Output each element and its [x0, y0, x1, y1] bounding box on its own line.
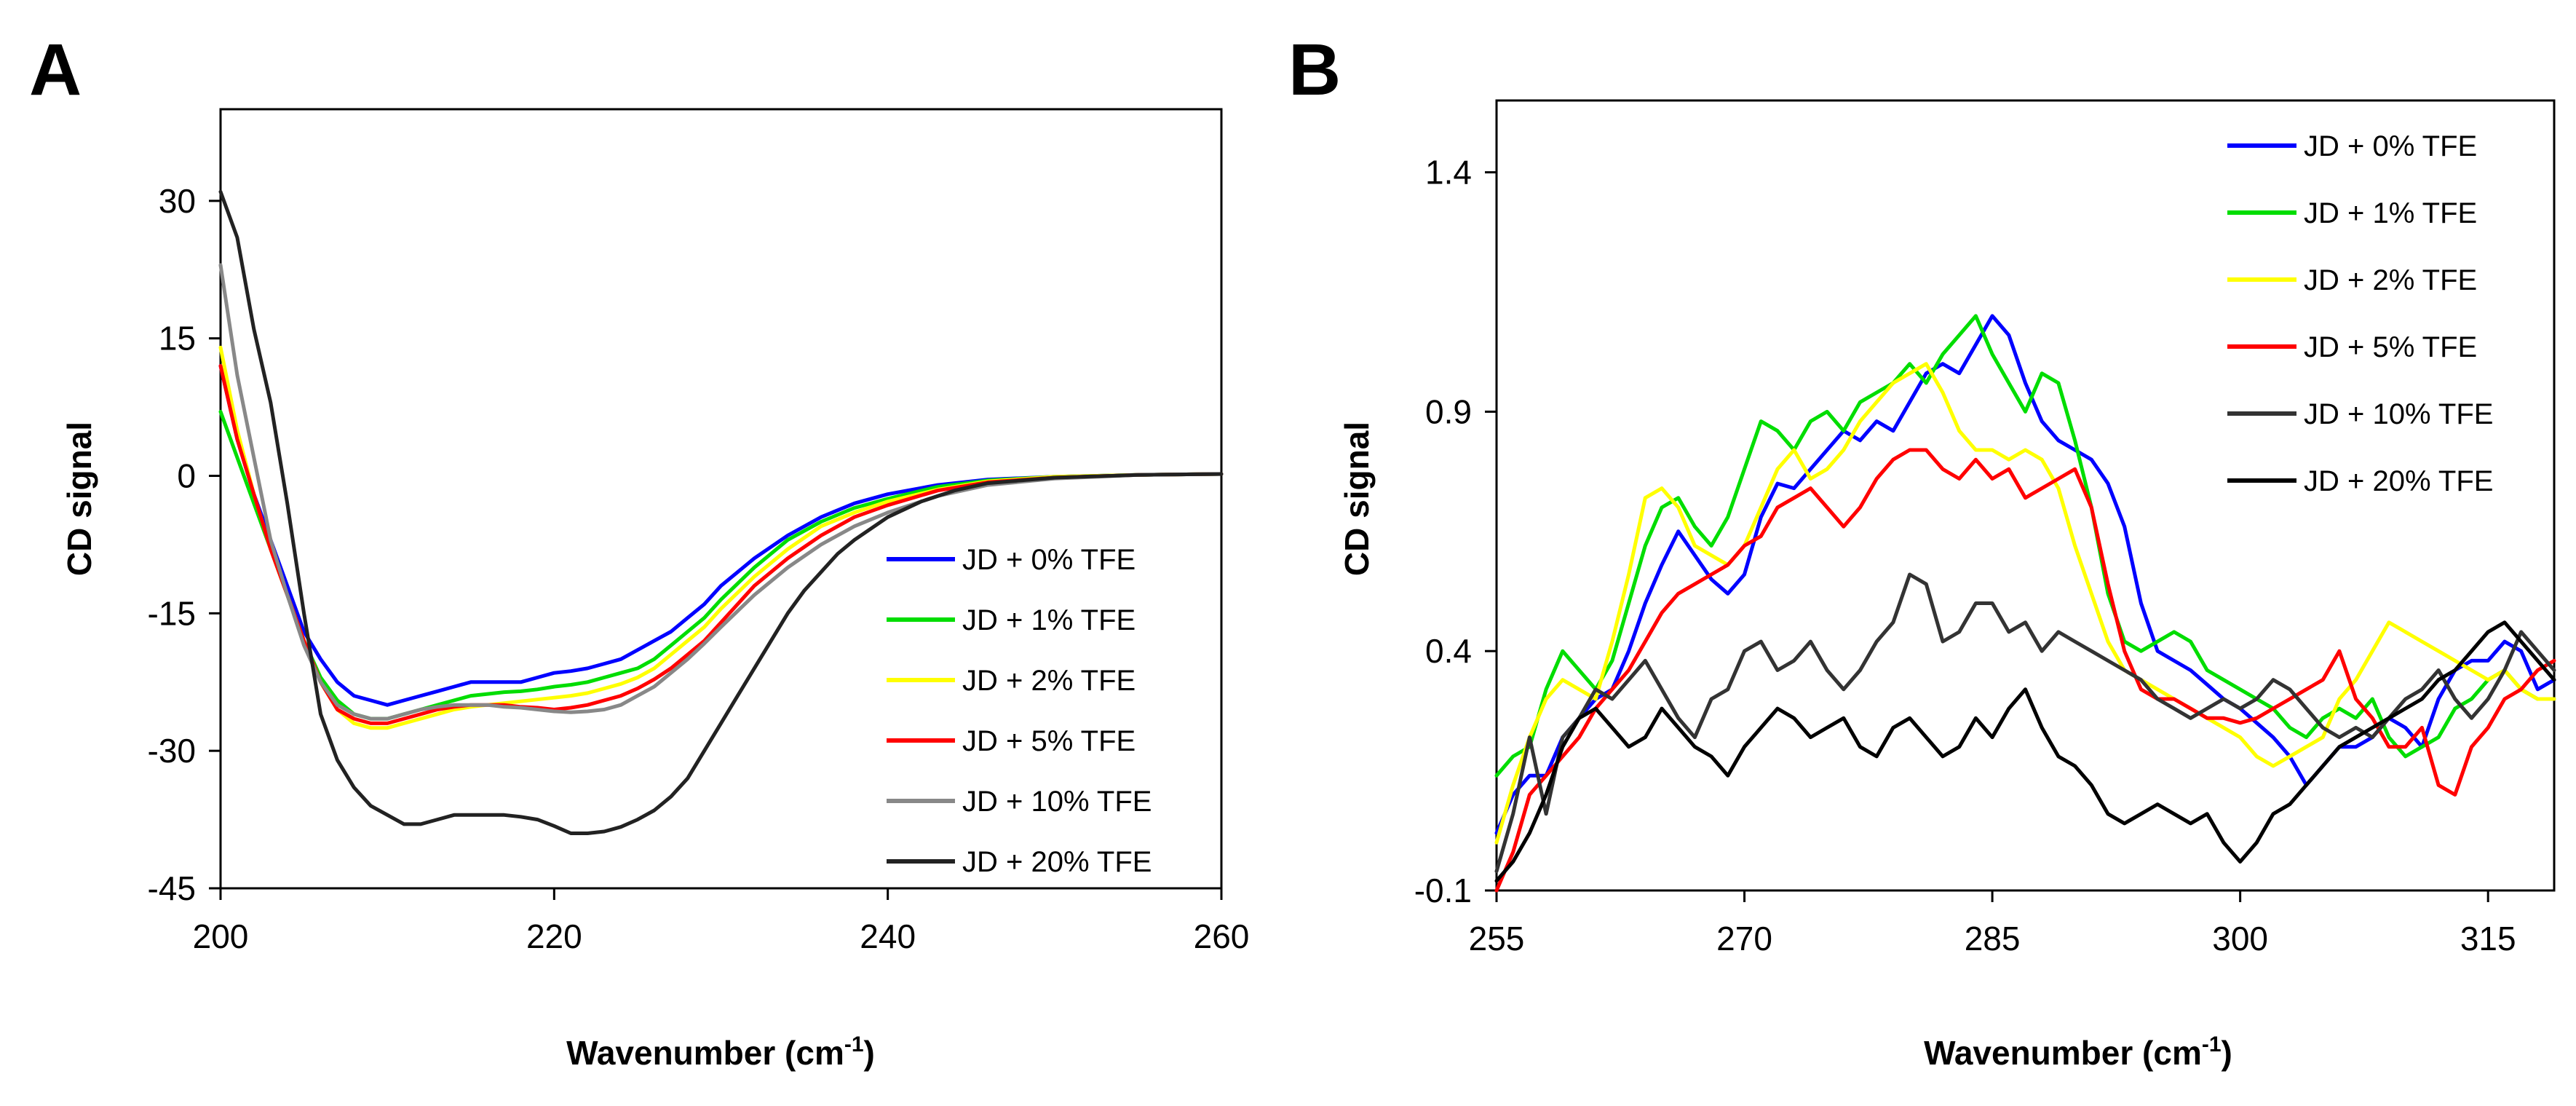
panel-a-y-tick-label: 0	[177, 457, 196, 495]
panel-a-y-tick-label: -30	[148, 732, 196, 770]
panel-b-legend-label: JD + 20% TFE	[2304, 465, 2493, 497]
panel-b-series-group	[1494, 314, 2556, 893]
panel-a-x-axis-title-sup: -1	[844, 1032, 864, 1056]
panel-a-x-tick-label: 200	[193, 917, 249, 955]
panel-a: A 200 220 240 260 30 15 0 -15 -30 -45 CD signal W…	[29, 29, 1249, 1072]
panel-a-series-group	[218, 189, 1224, 835]
panel-b-x-axis-title-main: Wavenumber (cm	[1924, 1034, 2202, 1072]
panel-b-legend-item-jd-5-tfe: JD + 5% TFE	[2227, 331, 2477, 363]
panel-a-legend-item-jd-20-tfe: JD + 20% TFE	[887, 846, 1152, 878]
panel-b-x-tick-label: 255	[1469, 920, 1525, 957]
panel-b-legend-label: JD + 10% TFE	[2304, 398, 2493, 430]
panel-b-legend-item-jd-0-tfe: JD + 0% TFE	[2227, 130, 2477, 162]
panel-a-series-jd-0-tfe	[218, 364, 1224, 707]
panel-a-x-axis-title-main: Wavenumber (cm	[566, 1034, 844, 1072]
panel-b-plot-frame	[1495, 99, 2556, 892]
panel-a-x-axis-title-close: )	[864, 1034, 875, 1072]
panel-b-ticks: 255 270 285 300 315 1.4 0.9 0.4 -0.1	[1414, 154, 2516, 957]
panel-b-y-tick-label: -0.1	[1414, 872, 1472, 909]
panel-b-series-jd-0-tfe	[1494, 314, 2556, 835]
panel-b-series-jd-10-tfe	[1494, 572, 2556, 874]
panel-b-series-jd-5-tfe	[1494, 448, 2556, 893]
panel-b-x-tick-label: 270	[1716, 920, 1772, 957]
panel-a-series-jd-10-tfe	[218, 263, 1224, 721]
panel-a-plot-frame	[219, 108, 1223, 890]
panel-b-legend: JD + 0% TFE JD + 1% TFE JD + 2% TFE JD + 5%…	[2227, 130, 2493, 497]
panel-b-legend-item-jd-20-tfe: JD + 20% TFE	[2227, 465, 2493, 497]
panel-a-legend-label: JD + 1% TFE	[962, 604, 1136, 636]
panel-a-y-tick-label: -45	[148, 869, 196, 907]
panel-a-x-tick-label: 240	[860, 917, 916, 955]
panel-a-legend: JD + 0% TFE JD + 1% TFE JD + 2% TFE JD + 5%…	[887, 544, 1152, 878]
panel-b-legend-label: JD + 5% TFE	[2304, 331, 2477, 363]
panel-a-series-jd-1-tfe	[218, 409, 1224, 721]
panel-b-legend-label: JD + 2% TFE	[2304, 264, 2477, 296]
panel-a-legend-item-jd-1-tfe: JD + 1% TFE	[887, 604, 1136, 636]
panel-a-x-tick-label: 260	[1194, 917, 1250, 955]
panel-b-x-axis-title-sup: -1	[2202, 1032, 2222, 1056]
panel-a-legend-label: JD + 0% TFE	[962, 544, 1136, 576]
panel-a-y-tick-label: 15	[159, 320, 196, 358]
panel-a-x-tick-label: 220	[526, 917, 582, 955]
panel-b-x-tick-label: 285	[1965, 920, 2021, 957]
panel-a-series-jd-20-tfe	[218, 189, 1224, 835]
panel-b-legend-item-jd-10-tfe: JD + 10% TFE	[2227, 398, 2493, 430]
panel-a-legend-label: JD + 10% TFE	[962, 786, 1152, 818]
panel-a-legend-item-jd-0-tfe: JD + 0% TFE	[887, 544, 1136, 576]
panel-a-y-tick-label: 30	[159, 182, 196, 220]
panel-b-x-axis-title-close: )	[2222, 1034, 2232, 1072]
panel-b-y-axis-title: CD signal	[1338, 422, 1376, 576]
panel-b: B 255 270 285 300 315 1.4 0.9 0.4 -0.1 CD signal…	[1288, 29, 2556, 1072]
panel-b-series-jd-20-tfe	[1494, 620, 2556, 883]
panel-b-y-tick-label: 0.4	[1425, 632, 1472, 670]
panel-a-ticks: 200 220 240 260 30 15 0 -15 -30 -45	[148, 182, 1250, 955]
panel-a-legend-item-jd-10-tfe: JD + 10% TFE	[887, 786, 1152, 818]
panel-b-legend-label: JD + 0% TFE	[2304, 130, 2477, 162]
panel-b-x-axis-title: Wavenumber (cm-1)	[1924, 1032, 2232, 1072]
panel-b-legend-label: JD + 1% TFE	[2304, 197, 2477, 229]
panel-a-x-axis-title: Wavenumber (cm-1)	[566, 1032, 875, 1072]
panel-a-legend-label: JD + 2% TFE	[962, 665, 1136, 697]
panel-a-legend-item-jd-2-tfe: JD + 2% TFE	[887, 665, 1136, 697]
panel-a-legend-label: JD + 20% TFE	[962, 846, 1152, 878]
panel-b-y-tick-label: 0.9	[1425, 392, 1472, 430]
panel-a-y-tick-label: -15	[148, 594, 196, 632]
panel-b-letter: B	[1288, 29, 1341, 111]
panel-b-x-tick-label: 300	[2212, 920, 2268, 957]
panel-b-legend-item-jd-1-tfe: JD + 1% TFE	[2227, 197, 2477, 229]
panel-b-x-tick-label: 315	[2460, 920, 2516, 957]
panel-a-legend-label: JD + 5% TFE	[962, 725, 1136, 757]
panel-b-series-jd-2-tfe	[1494, 362, 2556, 845]
panel-b-legend-item-jd-2-tfe: JD + 2% TFE	[2227, 264, 2477, 296]
panel-a-letter: A	[29, 29, 82, 111]
panel-a-legend-item-jd-5-tfe: JD + 5% TFE	[887, 725, 1136, 757]
panel-a-y-axis-title: CD signal	[60, 422, 98, 576]
panel-b-y-tick-label: 1.4	[1425, 154, 1472, 191]
